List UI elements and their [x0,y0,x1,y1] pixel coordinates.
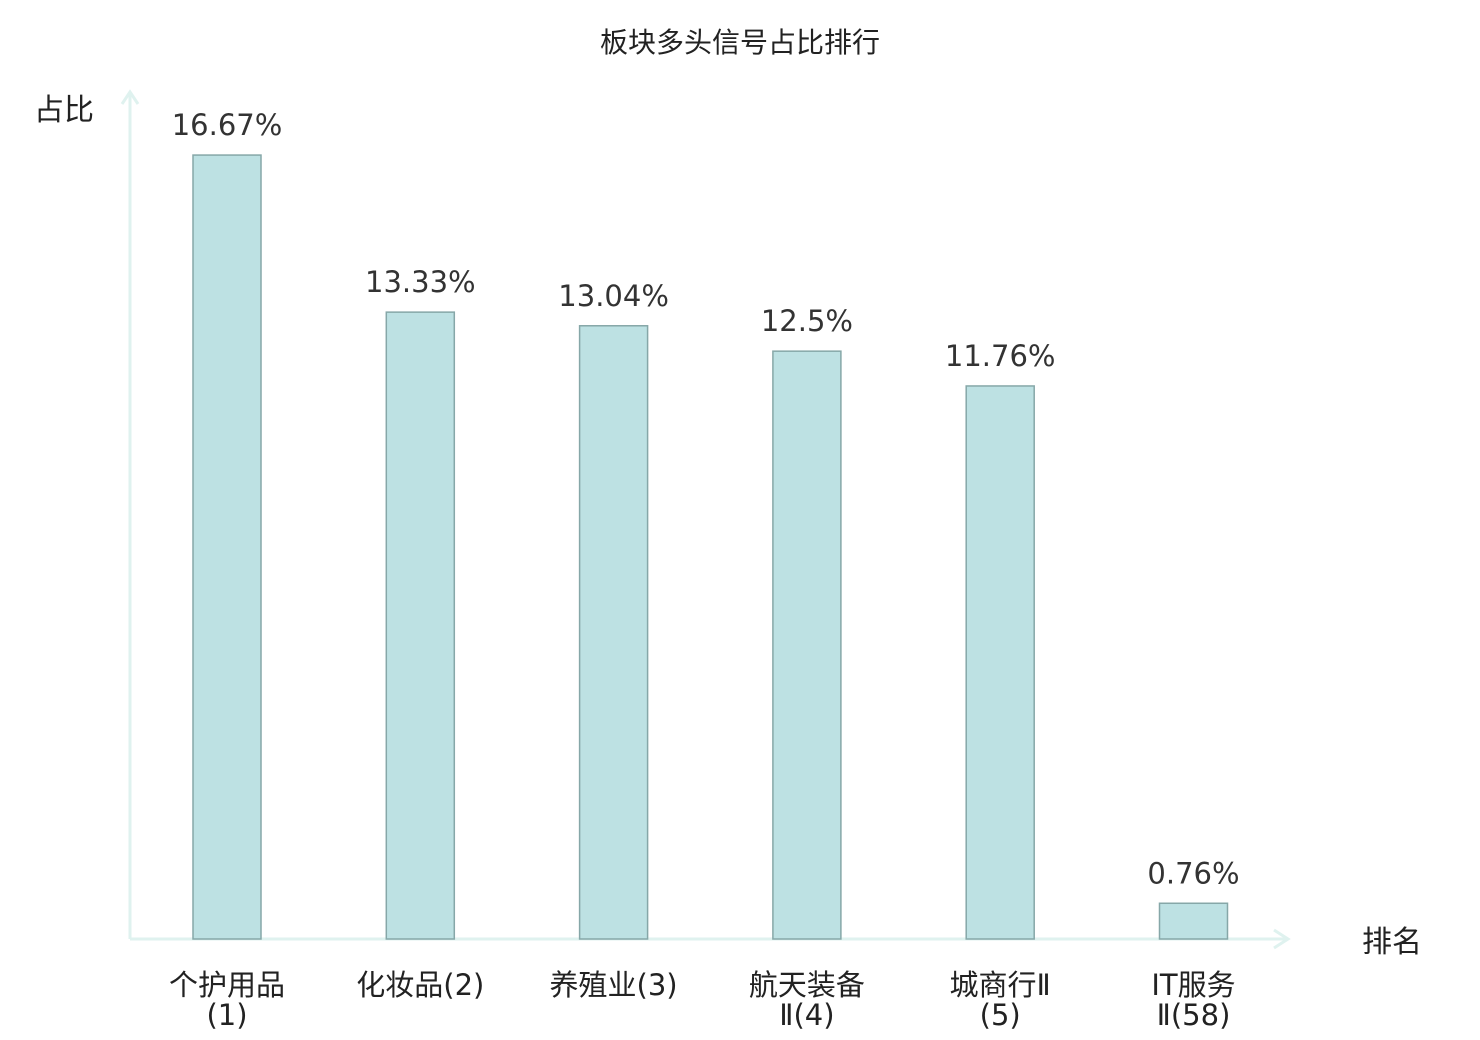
y-axis-arrow [120,89,140,105]
category-label: 城商行Ⅱ [950,968,1051,1002]
data-label: 16.67% [172,108,283,142]
category-rank-label: (5) [980,998,1021,1032]
category-label: IT服务 [1151,968,1235,1002]
x-axis-arrow [1273,928,1291,950]
bars-group [192,154,1229,940]
category-label: 养殖业(3) [550,968,678,1002]
bar [1158,902,1229,940]
category-label: 个护用品 [169,968,285,1002]
category-rank-label: Ⅱ(58) [1157,998,1231,1032]
bar [965,385,1035,940]
bar [578,325,649,940]
x-axis-title: 排名 [1362,925,1422,960]
data-label: 0.76% [1147,856,1239,890]
data-label: 12.5% [761,304,853,338]
data-label: 13.33% [365,265,476,299]
labels-group: 16.67% 个护用品(1) 13.33% 化妆品(2) 13.04% 养殖业(3) 12.… [169,108,1240,1032]
data-label: 13.04% [558,279,669,313]
chart-title: 板块多头信号占比排行 [600,26,880,59]
bar [385,311,456,940]
axes [120,89,1291,950]
category-label: 航天装备 [749,968,865,1002]
bar [192,154,262,940]
category-label: 化妆品(2) [356,968,484,1002]
bar [772,350,842,940]
data-label: 11.76% [945,339,1056,373]
category-rank-label: Ⅱ(4) [779,998,834,1032]
category-rank-label: (1) [206,998,247,1032]
y-axis-title: 占比 [34,93,94,128]
